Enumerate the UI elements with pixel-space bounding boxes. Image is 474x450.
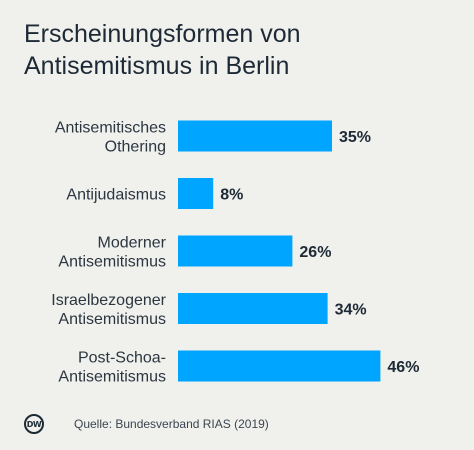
bar	[178, 235, 293, 267]
source-note: Quelle: Bundesverband RIAS (2019)	[74, 417, 269, 431]
category-label: Antisemitismus	[58, 311, 166, 328]
dw-logo-icon: DW	[24, 414, 44, 434]
category-label: Antisemitisches	[55, 120, 166, 137]
category-label: Post-Schoa-	[78, 350, 166, 367]
value-label: 46%	[387, 359, 419, 376]
footer: DW Quelle: Bundesverband RIAS (2019)	[24, 412, 269, 436]
chart-title: Erscheinungsformen von Antisemitismus in…	[24, 18, 454, 82]
category-label: Antisemitismus	[58, 254, 166, 271]
category-label: Antisemitismus	[58, 369, 166, 386]
value-label: 26%	[299, 244, 331, 261]
category-label: Othering	[105, 139, 166, 156]
value-label: 34%	[335, 302, 367, 319]
category-label: Antijudaismus	[66, 187, 166, 204]
bar	[178, 178, 214, 209]
category-label: Israelbezogener	[51, 292, 166, 309]
title-line-1: Erscheinungsformen von	[24, 20, 301, 48]
value-label: 35%	[339, 129, 371, 146]
bar	[178, 120, 332, 152]
bar	[178, 350, 381, 382]
title-line-2: Antisemitismus in Berlin	[24, 52, 290, 80]
category-label: Moderner	[98, 235, 167, 252]
bar	[178, 293, 328, 324]
value-label: 8%	[220, 187, 243, 204]
